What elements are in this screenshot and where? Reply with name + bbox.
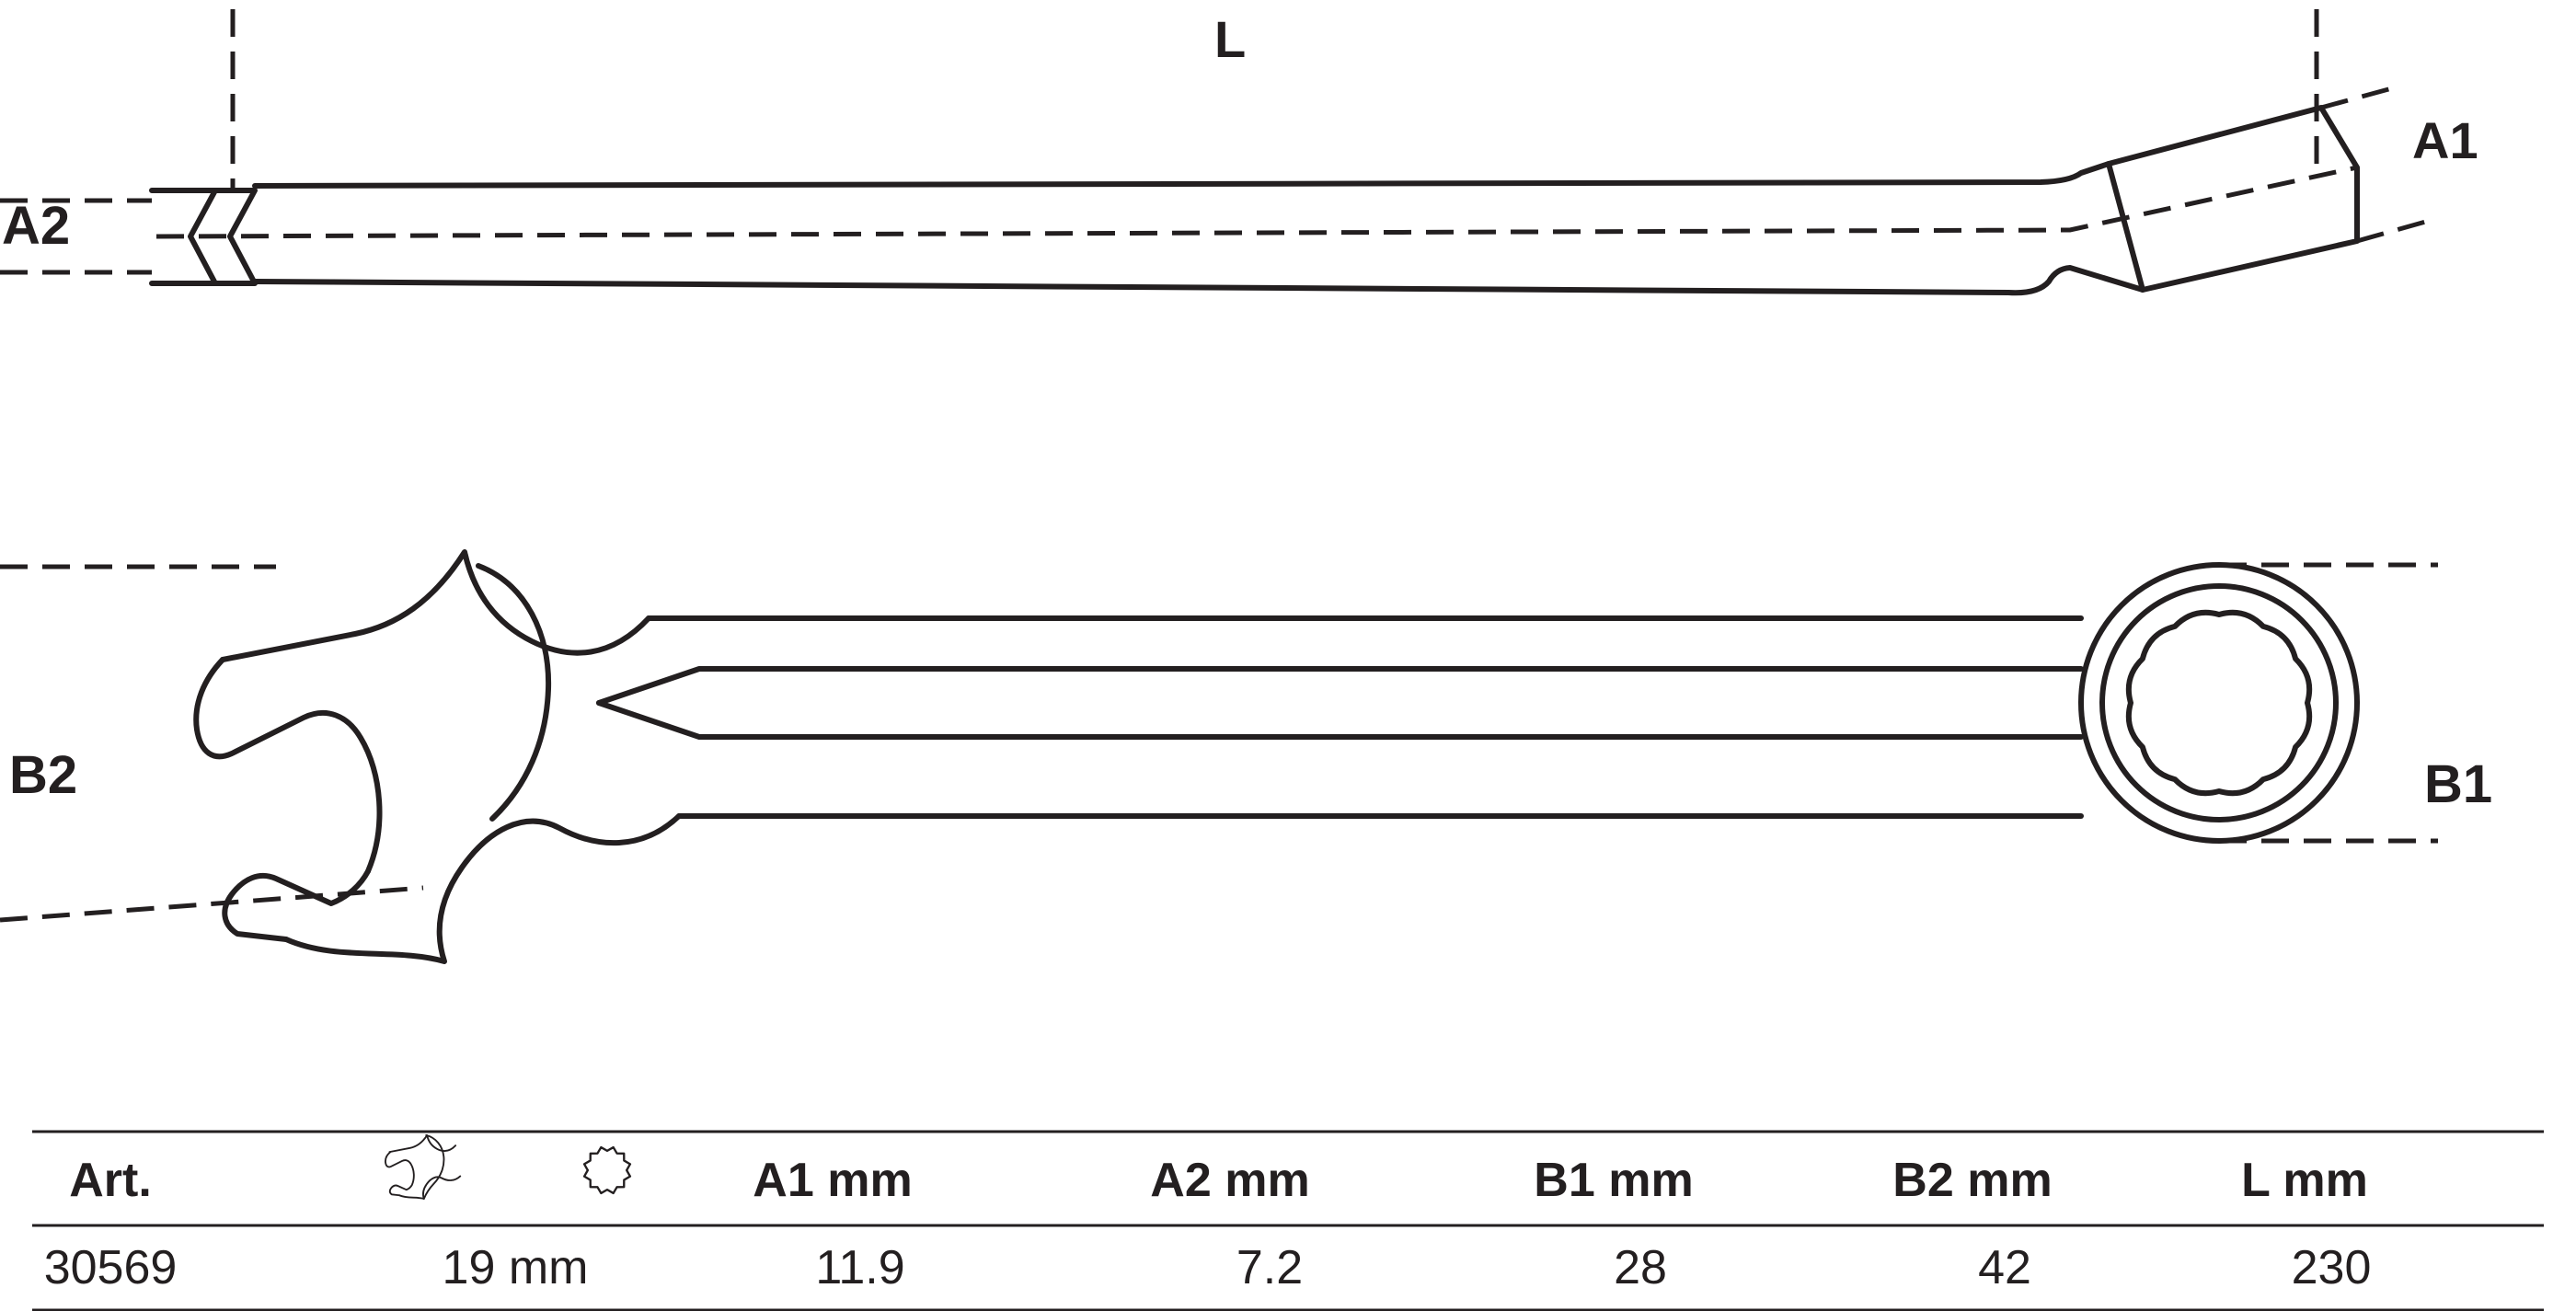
svg-text:L mm: L mm <box>2241 1154 2368 1207</box>
svg-text:B1 mm: B1 mm <box>1534 1154 1693 1207</box>
svg-text:230: 230 <box>2292 1241 2372 1294</box>
svg-text:28: 28 <box>1614 1241 1667 1294</box>
svg-text:19 mm: 19 mm <box>443 1241 589 1294</box>
svg-text:B1: B1 <box>2424 754 2492 814</box>
svg-text:Art.: Art. <box>69 1154 152 1207</box>
svg-text:A1 mm: A1 mm <box>753 1154 912 1207</box>
svg-text:A2: A2 <box>2 196 70 256</box>
svg-text:B2: B2 <box>9 745 77 805</box>
svg-text:B2 mm: B2 mm <box>1892 1154 2052 1207</box>
svg-text:L: L <box>1214 10 1246 68</box>
svg-text:30569: 30569 <box>44 1241 178 1294</box>
svg-text:11.9: 11.9 <box>815 1241 904 1294</box>
svg-text:7.2: 7.2 <box>1236 1241 1303 1294</box>
svg-text:42: 42 <box>1978 1241 2031 1294</box>
svg-text:A2 mm: A2 mm <box>1150 1154 1309 1207</box>
svg-text:A1: A1 <box>2412 111 2478 169</box>
